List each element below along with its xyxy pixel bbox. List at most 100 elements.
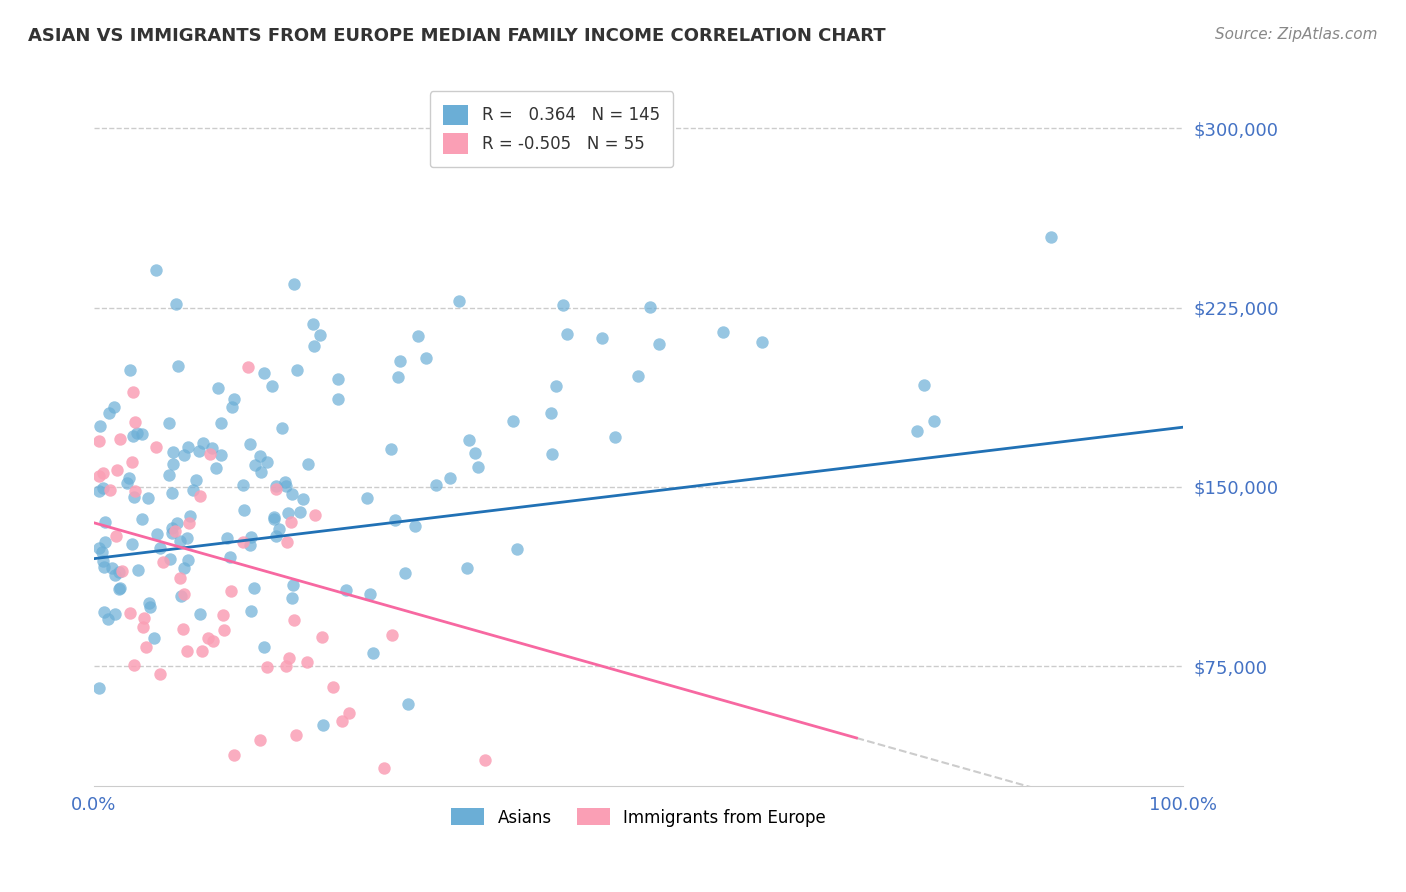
Point (176, 644, 198, 658)
Point (152, 555, 174, 569)
Point (91, 481, 114, 495)
Point (221, 583, 243, 598)
Point (139, 599, 162, 614)
Point (544, 379, 567, 393)
Point (283, 613, 305, 627)
Point (108, 432, 131, 446)
Point (381, 628, 404, 642)
Point (135, 640, 157, 654)
Point (380, 442, 402, 456)
Point (283, 277, 305, 292)
Point (281, 578, 304, 592)
Point (118, 606, 141, 620)
Point (627, 368, 650, 383)
Point (89, 681, 111, 696)
Point (232, 535, 254, 549)
Point (263, 512, 285, 526)
Point (98, 483, 121, 498)
Legend: Asians, Immigrants from Europe: Asians, Immigrants from Europe (443, 800, 835, 835)
Point (269, 522, 291, 536)
Point (394, 566, 416, 580)
Point (103, 400, 125, 414)
Point (197, 631, 219, 645)
Point (219, 549, 242, 564)
Point (640, 300, 662, 314)
Point (274, 475, 297, 489)
Point (304, 339, 326, 353)
Point (125, 426, 148, 441)
Point (905, 424, 928, 438)
Point (301, 318, 323, 332)
Point (176, 531, 198, 545)
Point (271, 421, 294, 435)
Point (89, 419, 111, 434)
Point (540, 406, 562, 420)
Point (190, 644, 212, 658)
Point (94, 535, 117, 549)
Point (131, 620, 153, 634)
Point (121, 455, 143, 469)
Point (124, 490, 146, 504)
Point (232, 478, 254, 492)
Point (256, 659, 278, 673)
Point (396, 697, 419, 711)
Point (211, 607, 233, 622)
Point (1039, 230, 1062, 244)
Point (922, 413, 945, 427)
Point (117, 475, 139, 490)
Point (108, 582, 131, 596)
Point (236, 360, 259, 375)
Point (322, 680, 344, 694)
Point (157, 416, 180, 430)
Point (506, 542, 529, 557)
Point (304, 508, 326, 523)
Point (337, 706, 360, 720)
Point (233, 503, 256, 517)
Text: ASIAN VS IMMIGRANTS FROM EUROPE MEDIAN FAMILY INCOME CORRELATION CHART: ASIAN VS IMMIGRANTS FROM EUROPE MEDIAN F… (28, 27, 886, 45)
Point (591, 330, 613, 344)
Point (330, 714, 353, 728)
Point (387, 370, 409, 384)
Point (136, 491, 159, 505)
Point (91, 554, 114, 568)
Point (177, 553, 200, 567)
Point (356, 491, 378, 505)
Point (93, 559, 115, 574)
Point (751, 334, 773, 349)
Point (214, 623, 236, 637)
Point (256, 455, 278, 469)
Point (292, 491, 315, 506)
Point (131, 512, 153, 526)
Point (502, 414, 524, 428)
Point (253, 640, 276, 654)
Point (122, 384, 145, 399)
Point (179, 516, 201, 530)
Point (159, 552, 181, 566)
Point (149, 541, 172, 556)
Point (239, 530, 262, 544)
Point (439, 471, 461, 485)
Point (276, 535, 298, 549)
Point (373, 761, 395, 775)
Point (169, 571, 191, 585)
Point (98, 406, 121, 420)
Point (215, 531, 238, 545)
Point (260, 379, 283, 393)
Point (276, 659, 298, 673)
Point (188, 607, 211, 621)
Text: Source: ZipAtlas.com: Source: ZipAtlas.com (1215, 27, 1378, 42)
Point (105, 529, 128, 543)
Point (187, 443, 209, 458)
Point (122, 657, 145, 672)
Point (101, 561, 124, 575)
Point (179, 509, 201, 524)
Point (914, 378, 936, 392)
Point (249, 733, 271, 747)
Point (278, 650, 301, 665)
Point (361, 647, 384, 661)
Point (89, 468, 111, 483)
Point (207, 381, 229, 395)
Point (138, 596, 160, 610)
Point (124, 484, 146, 499)
Point (190, 489, 212, 503)
